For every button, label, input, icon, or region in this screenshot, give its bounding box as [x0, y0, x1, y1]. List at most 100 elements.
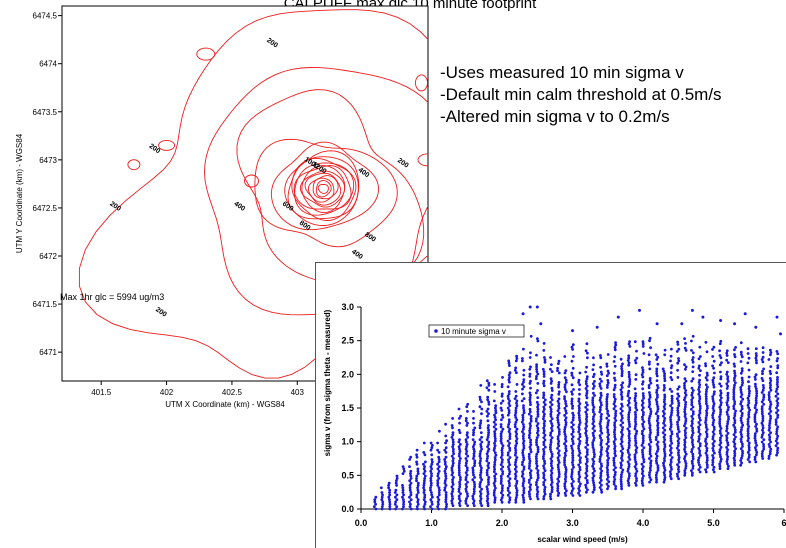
data-point [423, 494, 426, 497]
data-point [523, 440, 526, 443]
data-point [740, 341, 743, 344]
data-point [691, 309, 694, 312]
data-point [585, 420, 588, 423]
data-point [494, 404, 497, 407]
data-point [726, 375, 729, 378]
data-point [598, 382, 601, 385]
data-point [627, 413, 630, 416]
data-point [486, 500, 489, 503]
data-point [642, 475, 645, 478]
data-point [698, 428, 701, 431]
data-point [571, 393, 574, 396]
data-point [719, 453, 722, 456]
data-point [641, 423, 644, 426]
data-point [747, 423, 750, 426]
data-point [542, 396, 545, 399]
data-point [536, 493, 539, 496]
data-point [514, 367, 517, 370]
data-point [713, 466, 716, 469]
data-point [657, 415, 660, 418]
data-point [698, 395, 701, 398]
data-point [670, 364, 673, 367]
data-point [558, 475, 561, 478]
data-point [662, 427, 665, 430]
data-point [578, 466, 581, 469]
data-point [465, 464, 468, 467]
data-point [502, 400, 505, 403]
data-point [494, 456, 497, 459]
data-point [465, 460, 468, 463]
data-point [451, 417, 454, 420]
data-point [606, 478, 609, 481]
data-point [634, 456, 637, 459]
data-point [472, 457, 475, 460]
data-point [706, 433, 709, 436]
data-point [417, 468, 420, 471]
data-point [536, 410, 539, 413]
data-point [747, 437, 750, 440]
data-point [529, 422, 532, 425]
data-point [706, 454, 709, 457]
data-point [551, 429, 554, 432]
data-point [719, 432, 722, 435]
data-point [437, 477, 440, 480]
data-point [529, 446, 532, 449]
data-point [663, 419, 666, 422]
data-point [635, 402, 638, 405]
data-point [698, 383, 701, 386]
data-point [711, 464, 714, 467]
data-point [479, 457, 482, 460]
data-point [479, 485, 482, 488]
data-point [521, 400, 524, 403]
data-point [748, 416, 751, 419]
data-point [676, 350, 679, 353]
y-tick-label: 6472 [39, 252, 57, 261]
data-point [585, 387, 588, 390]
data-point [572, 442, 575, 445]
data-point [613, 355, 616, 358]
data-point [606, 396, 609, 399]
data-point [691, 392, 694, 395]
x-tick-label: 6 [781, 518, 786, 528]
data-point [465, 462, 468, 465]
data-point [720, 361, 723, 364]
data-point [522, 442, 525, 445]
data-point [536, 488, 539, 491]
data-point [733, 459, 736, 462]
data-point [613, 396, 616, 399]
data-point [543, 413, 546, 416]
data-point [755, 411, 758, 414]
data-point [634, 420, 637, 423]
data-point [557, 421, 560, 424]
data-point [529, 488, 532, 491]
data-point [712, 431, 715, 434]
data-point [713, 471, 716, 474]
data-point [706, 405, 709, 408]
data-point [592, 397, 595, 400]
data-point [557, 459, 560, 462]
data-point [762, 386, 765, 389]
data-point [769, 405, 772, 408]
data-point [430, 475, 433, 478]
data-point [458, 485, 461, 488]
data-point [663, 377, 666, 380]
data-point [683, 443, 686, 446]
data-point [521, 393, 524, 396]
data-point [627, 354, 630, 357]
data-point [528, 453, 531, 456]
data-point [565, 379, 568, 382]
data-point [684, 396, 687, 399]
data-point [495, 428, 498, 431]
data-point [438, 465, 441, 468]
data-point [537, 446, 540, 449]
data-point [669, 360, 672, 363]
data-point [705, 400, 708, 403]
data-point [487, 481, 490, 484]
data-point [458, 490, 461, 493]
data-point [564, 475, 567, 478]
data-point [494, 435, 497, 438]
data-point [620, 483, 623, 486]
legend-marker [434, 329, 438, 333]
data-point [523, 409, 526, 412]
data-point [544, 439, 547, 442]
